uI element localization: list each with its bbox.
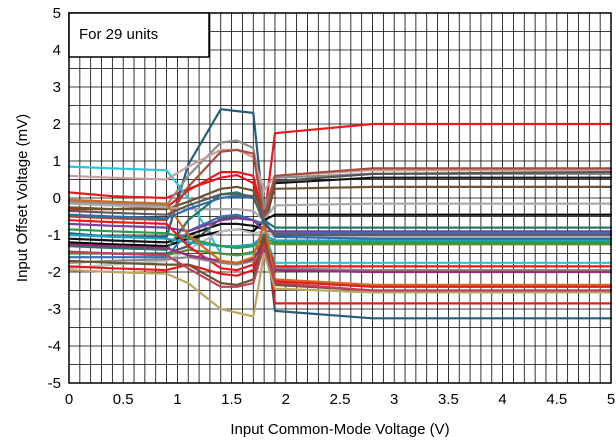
x-tick-label: 3: [390, 391, 398, 408]
series-line-23: [67, 198, 613, 286]
x-tick-label: 1.5: [221, 391, 242, 408]
series-line-18: [67, 228, 613, 250]
annotation-box: [68, 12, 210, 58]
series-line-14: [67, 213, 613, 259]
y-tick-label: 0: [53, 190, 61, 207]
y-tick-label: 4: [53, 42, 61, 59]
series-line-4: [67, 139, 613, 211]
x-tick-label: 0.5: [113, 391, 134, 408]
series-line-7: [67, 176, 613, 244]
series-line-6: [67, 171, 613, 305]
x-tick-label: 2.5: [330, 391, 351, 408]
series-line-15: [67, 217, 613, 233]
y-tick-label: -2: [48, 264, 61, 281]
y-tick-label: -3: [48, 301, 61, 318]
series-line-1: [67, 122, 613, 222]
series-line-9: [67, 185, 613, 218]
units-annotation-box: For 29 units: [68, 12, 210, 58]
x-tick-label: 1: [173, 391, 181, 408]
x-axis-title: Input Common-Mode Voltage (V): [230, 421, 449, 438]
series-line-25: [67, 233, 613, 292]
series-line-24: [67, 241, 613, 288]
series-line-2: [67, 108, 613, 320]
y-tick-label: -5: [48, 375, 61, 392]
y-tick-label: -4: [48, 338, 61, 355]
series-line-13: [67, 191, 613, 251]
y-tick-label: 1: [53, 153, 61, 170]
x-tick-label: 2: [282, 391, 290, 408]
series-line-10: [67, 148, 613, 222]
series-line-11: [67, 202, 613, 222]
series-line-20: [67, 219, 613, 272]
series-line-26: [67, 252, 613, 318]
series-line-17: [67, 233, 613, 248]
y-tick-label: 3: [53, 79, 61, 96]
series-line-27: [67, 245, 613, 292]
annotation-text: For 29 units: [79, 26, 158, 43]
y-tick-label: -1: [48, 227, 61, 244]
series-line-28: [67, 195, 613, 240]
x-tick-label: 4: [498, 391, 506, 408]
x-tick-labels: 0 0.5 1 1.5 2 2.5 3 3.5 4 4.5 5: [65, 391, 615, 408]
y-tick-labels: -5 -4 -3 -2 -1 0 1 2 3 4 5: [48, 5, 61, 392]
x-tick-label: 0: [65, 391, 73, 408]
x-tick-label: 3.5: [438, 391, 459, 408]
y-tick-label: 2: [53, 116, 61, 133]
plot-frame: [68, 12, 612, 384]
series-group: [67, 108, 613, 320]
x-tick-label: 5: [607, 391, 615, 408]
series-line-29: [67, 193, 613, 237]
series-line-21: [67, 245, 613, 272]
series-line-8: [67, 171, 613, 255]
y-tick-label: 5: [53, 5, 61, 22]
y-axis-title: Input Offset Voltage (mV): [14, 114, 31, 282]
x-tick-label: 4.5: [546, 391, 567, 408]
